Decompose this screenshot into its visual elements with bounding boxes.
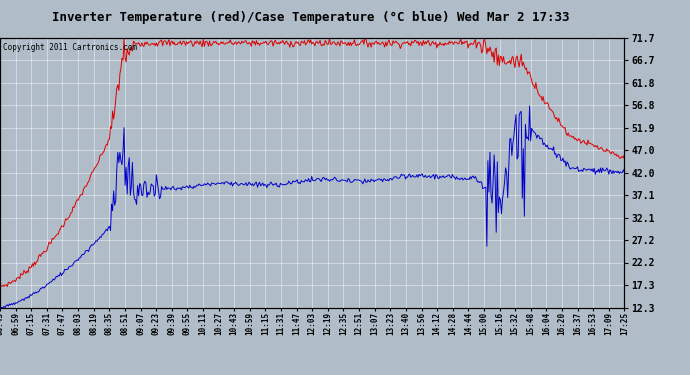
Text: Copyright 2011 Cartronics.com: Copyright 2011 Cartronics.com — [3, 43, 137, 52]
Text: Inverter Temperature (red)/Case Temperature (°C blue) Wed Mar 2 17:33: Inverter Temperature (red)/Case Temperat… — [52, 11, 569, 24]
